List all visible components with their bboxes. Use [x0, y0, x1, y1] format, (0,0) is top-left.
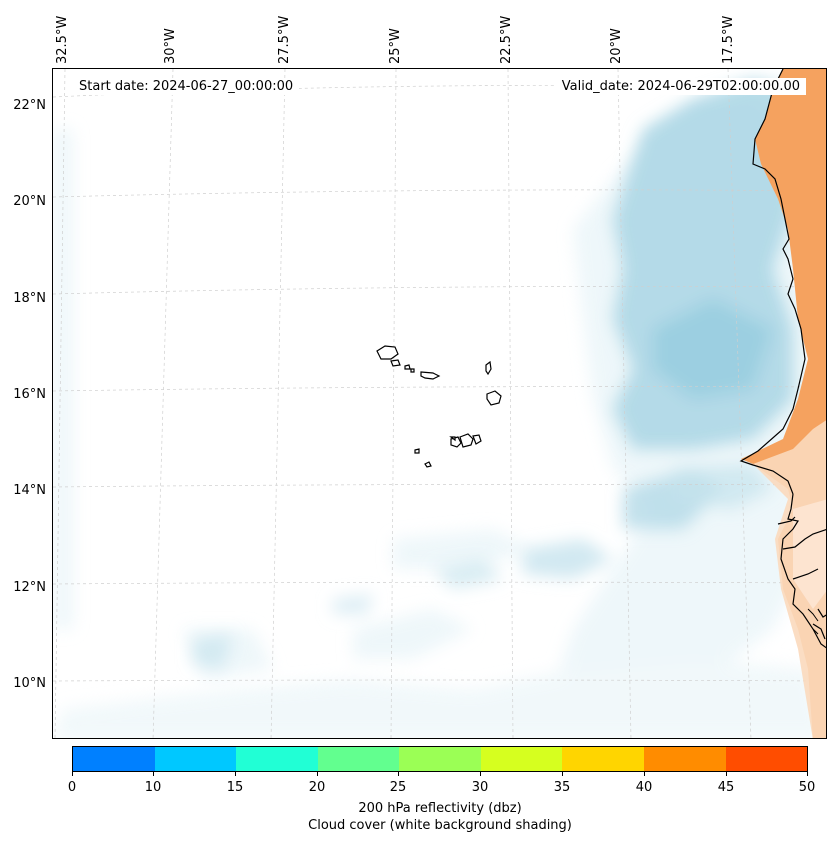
colorbar-tick-0 [72, 772, 73, 776]
valid-date-label: Valid_date: 2024-06-29T02:00:00.00 [555, 78, 806, 95]
colorbar-tick-label-30: 30 [471, 780, 489, 795]
graticule [53, 69, 826, 738]
colorbar-tick-label-50: 50 [798, 780, 816, 795]
colorbar-tick-label-40: 40 [635, 780, 653, 795]
coastline [739, 69, 826, 649]
lon-label-20w: 20°W [609, 28, 624, 64]
lat-label-14n: 14°N [13, 483, 46, 498]
lon-label-32.5w: 32.5°W [55, 15, 70, 64]
lat-label-22n: 22°N [13, 98, 46, 113]
lat-label-16n: 16°N [13, 387, 46, 402]
colorbar-segment-15-20 [236, 747, 318, 771]
colorbar-tick-10 [153, 772, 154, 776]
lon-label-27.5w: 27.5°W [277, 15, 292, 64]
colorbar-tick-label-45: 45 [717, 780, 735, 795]
lon-label-25w: 25°W [388, 28, 403, 64]
lon-label-30w: 30°W [163, 28, 178, 64]
colorbar-tick-label-20: 20 [308, 780, 326, 795]
colorbar-tick-40 [644, 772, 645, 776]
colorbar-segment-25-30 [399, 747, 481, 771]
lat-label-20n: 20°N [13, 194, 46, 209]
colorbar-segment-35-40 [562, 747, 644, 771]
colorbar-tick-45 [726, 772, 727, 776]
colorbar-tick-35 [562, 772, 563, 776]
colorbar-tick-20 [317, 772, 318, 776]
cloud-cover-dense [193, 79, 793, 669]
colorbar-tick-15 [235, 772, 236, 776]
colorbar-segment-10-15 [154, 747, 237, 771]
colorbar-tick-label-10: 10 [144, 780, 162, 795]
lat-label-10n: 10°N [13, 676, 46, 691]
colorbar-tick-label-35: 35 [553, 780, 571, 795]
colorbar-label: 200 hPa reflectivity (dbz) [358, 801, 522, 816]
colorbar-tick-label-15: 15 [226, 780, 244, 795]
lat-label-18n: 18°N [13, 291, 46, 306]
lat-label-12n: 12°N [13, 580, 46, 595]
colorbar-sublabel: Cloud cover (white background shading) [308, 818, 572, 833]
map-canvas [53, 69, 826, 738]
colorbar-segment-20-25 [317, 747, 400, 771]
colorbar [72, 746, 808, 772]
lon-label-17.5w: 17.5°W [721, 15, 736, 64]
colorbar-segment-45-50 [725, 747, 808, 771]
start-date-label: Start date: 2024-06-27_00:00:00 [73, 78, 300, 95]
colorbar-segment-40-45 [643, 747, 726, 771]
colorbar-tick-50 [807, 772, 808, 776]
colorbar-tick-label-0: 0 [67, 780, 77, 795]
map-panel: Start date: 2024-06-27_00:00:00 Valid_da… [52, 68, 827, 739]
africa-land [741, 69, 826, 738]
coast-detail [807, 608, 819, 635]
colorbar-tick-label-25: 25 [389, 780, 407, 795]
colorbar-tick-25 [398, 772, 399, 776]
lon-label-22.5w: 22.5°W [499, 15, 514, 64]
colorbar-segment-0-10 [73, 747, 155, 771]
colorbar-tick-30 [480, 772, 481, 776]
colorbar-segment-30-35 [480, 747, 563, 771]
cape-verde-islands [376, 345, 502, 468]
